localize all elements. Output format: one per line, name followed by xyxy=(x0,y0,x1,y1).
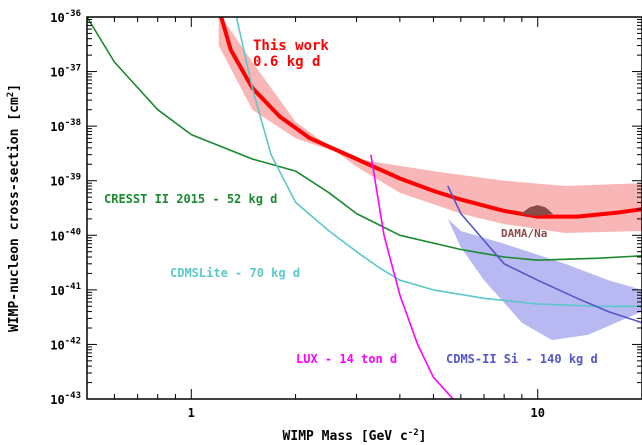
y-tick-label: 10-38 xyxy=(50,118,81,134)
cdmslite-70-kg-d-label: CDMSLite - 70 kg d xyxy=(170,266,300,280)
y-axis-title: WIMP-nucleon cross-section [cm2] xyxy=(6,84,22,332)
axis-ticks xyxy=(86,17,642,400)
y-tick-label: 10-43 xyxy=(50,391,81,407)
y-tick-label: 10-41 xyxy=(50,282,81,298)
this-work-0-6-kg-d-line xyxy=(219,17,642,219)
this-work-label: This work 0.6 kg d xyxy=(253,38,329,70)
y-tick-label: 10-37 xyxy=(50,64,81,80)
cdms-ii-si-140-kg-d-band xyxy=(447,218,642,341)
dama-na-label: DAMA/Na xyxy=(501,227,547,240)
x-tick-label: 1 xyxy=(188,406,195,420)
limit-curves xyxy=(87,17,642,399)
cdms-ii-si-140-kg-d-line xyxy=(447,185,642,324)
lux-14-ton-d-line xyxy=(370,154,454,399)
x-axis-title: WIMP Mass [GeV c-2] xyxy=(283,428,427,444)
y-tick-label: 10-39 xyxy=(50,173,81,189)
cdms-ii-si-140-kg-d-label: CDMS-II Si - 140 kg d xyxy=(446,352,598,366)
cresst-ii-2015-52-kg-d-label: CRESST II 2015 - 52 kg d xyxy=(104,192,277,206)
cdmslite-70-kg-d-line xyxy=(235,17,642,308)
x-tick-label: 10 xyxy=(530,406,544,420)
dama-na-region xyxy=(520,205,554,217)
cresst-ii-2015-52-kg-d-line xyxy=(87,17,642,261)
y-tick-label: 10-42 xyxy=(50,336,81,352)
plot-frame xyxy=(86,16,642,400)
axis-tick-labels: 1 10 10-36 10-37 10-38 10-39 10-40 10-41 10-42 10… xyxy=(50,9,545,420)
lux-14-ton-d-label: LUX - 14 ton d xyxy=(296,352,397,366)
y-tick-label: 10-36 xyxy=(50,9,81,25)
y-tick-label: 10-40 xyxy=(50,227,81,243)
series-labels: This work 0.6 kg d CRESST II 2015 - 52 kg … xyxy=(104,38,598,366)
